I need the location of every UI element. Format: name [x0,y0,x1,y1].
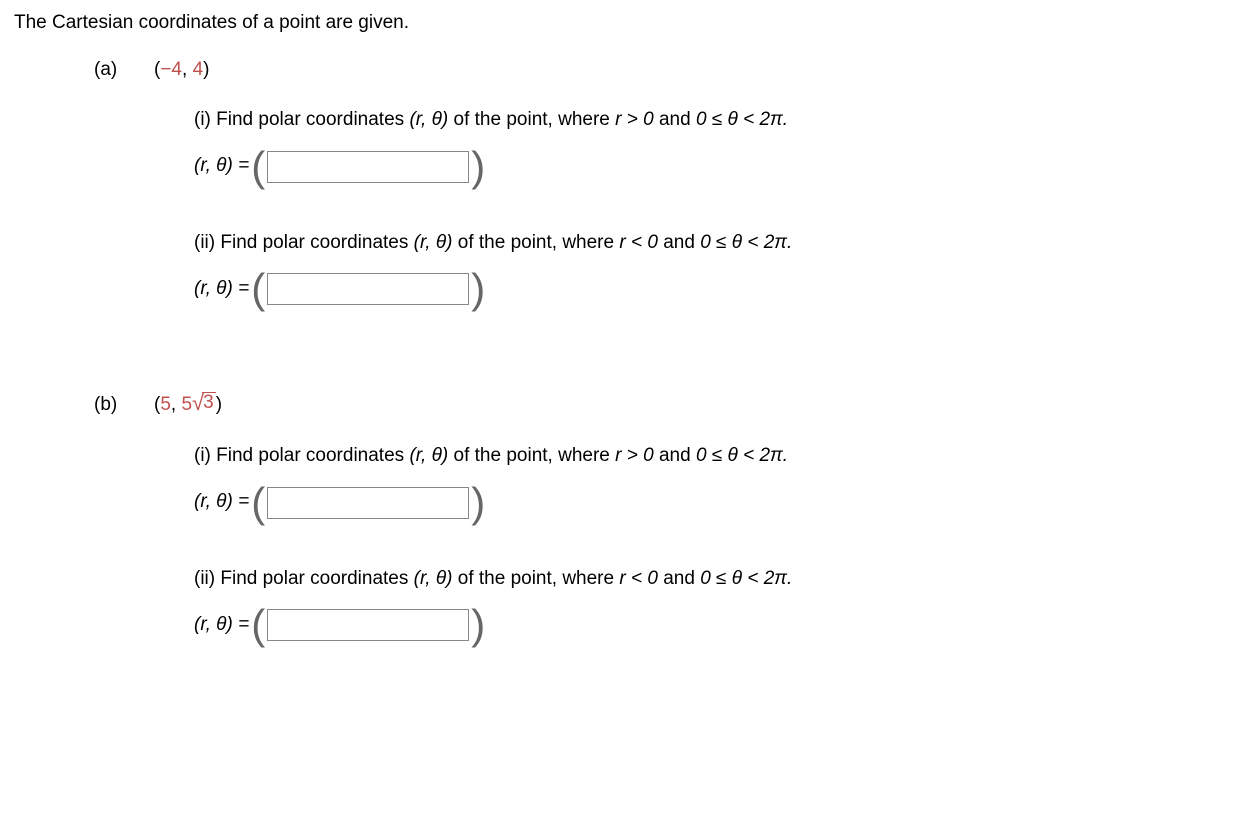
prompt-cond-theta: 0 ≤ θ < 2π. [700,232,792,253]
part-b-ii-answer: (r, θ) = ( ) [194,604,1238,646]
prompt-mid: of the point, where [452,232,619,253]
part-b-i-answer: (r, θ) = ( ) [194,482,1238,524]
part-b-ii: (ii) Find polar coordinates (r, θ) of th… [194,566,1238,647]
prompt-cond-r: r > 0 [615,445,654,466]
prompt-prefix: (ii) Find polar coordinates [194,568,414,589]
prompt-mid: of the point, where [448,109,615,130]
prompt-prefix: (ii) Find polar coordinates [194,232,414,253]
part-a-i-answer: (r, θ) = ( ) [194,146,1238,188]
prompt-cond-r: r > 0 [615,109,654,130]
sqrt-arg: 3 [202,392,216,414]
part-a-ii-prompt: (ii) Find polar coordinates (r, θ) of th… [194,230,1238,257]
open-paren-icon: ( [249,268,267,310]
close-paren-icon: ) [469,146,487,188]
prompt-cond-r: r < 0 [619,568,658,589]
prompt-and: and [654,109,696,130]
part-b-ii-input[interactable] [267,609,469,641]
part-a: (a) (−4, 4) (i) Find polar coordinates (… [94,57,1238,353]
point-close-paren: ) [216,394,222,415]
answer-lhs: (r, θ) = [194,612,249,639]
intro-text: The Cartesian coordinates of a point are… [14,10,1238,37]
part-a-ii-answer: (r, θ) = ( ) [194,268,1238,310]
part-b-point: (5, 5√3) [154,392,1238,419]
point-b-theta-pre: 5 [181,394,192,415]
prompt-and: and [654,445,696,466]
part-b: (b) (5, 5√3) (i) Find polar coordinates … [94,392,1238,646]
sqrt-icon: √3 [192,392,216,414]
prompt-and: and [658,232,700,253]
part-a-i: (i) Find polar coordinates (r, θ) of the… [194,107,1238,188]
close-paren-icon: ) [469,604,487,646]
answer-lhs: (r, θ) = [194,276,249,303]
part-a-point: (−4, 4) [154,57,1238,84]
prompt-mid: of the point, where [452,568,619,589]
part-b-i-prompt: (i) Find polar coordinates (r, θ) of the… [194,443,1238,470]
prompt-prefix: (i) Find polar coordinates [194,109,409,130]
part-a-i-prompt: (i) Find polar coordinates (r, θ) of the… [194,107,1238,134]
close-paren-icon: ) [469,268,487,310]
point-comma: , [171,394,182,415]
point-a-theta: 4 [193,59,204,80]
prompt-rt: (r, θ) [409,109,448,130]
open-paren-icon: ( [249,482,267,524]
answer-lhs: (r, θ) = [194,153,249,180]
point-a-r: −4 [160,59,182,80]
prompt-cond-theta: 0 ≤ θ < 2π. [696,109,788,130]
point-comma: , [182,59,193,80]
part-b-ii-prompt: (ii) Find polar coordinates (r, θ) of th… [194,566,1238,593]
part-b-label: (b) [94,392,154,646]
close-paren-icon: ) [469,482,487,524]
part-a-i-input[interactable] [267,151,469,183]
prompt-rt: (r, θ) [414,232,453,253]
part-a-label: (a) [94,57,154,353]
part-a-ii-input[interactable] [267,273,469,305]
prompt-and: and [658,568,700,589]
prompt-cond-theta: 0 ≤ θ < 2π. [700,568,792,589]
prompt-cond-r: r < 0 [619,232,658,253]
prompt-cond-theta: 0 ≤ θ < 2π. [696,445,788,466]
point-b-r: 5 [160,394,171,415]
prompt-rt: (r, θ) [409,445,448,466]
part-b-i: (i) Find polar coordinates (r, θ) of the… [194,443,1238,524]
open-paren-icon: ( [249,604,267,646]
part-b-i-input[interactable] [267,487,469,519]
point-close-paren: ) [203,59,209,80]
part-a-ii: (ii) Find polar coordinates (r, θ) of th… [194,230,1238,311]
prompt-prefix: (i) Find polar coordinates [194,445,409,466]
prompt-rt: (r, θ) [414,568,453,589]
prompt-mid: of the point, where [448,445,615,466]
answer-lhs: (r, θ) = [194,489,249,516]
open-paren-icon: ( [249,146,267,188]
